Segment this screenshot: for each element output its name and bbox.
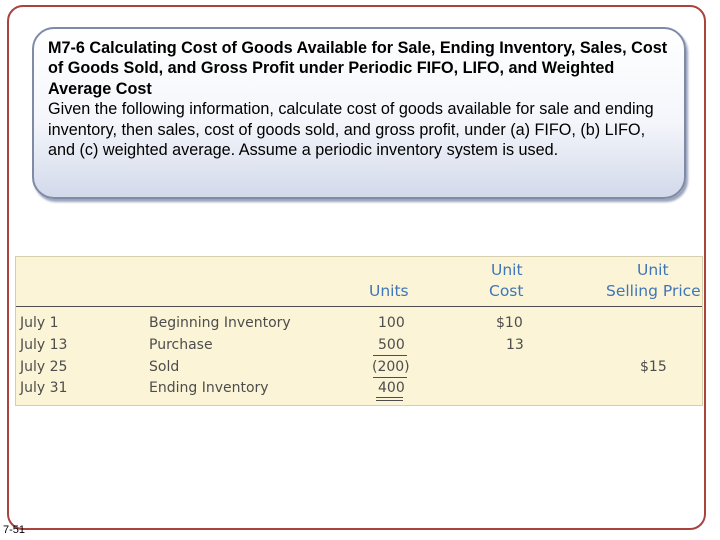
row-2-description: Purchase [149, 337, 213, 353]
row-3-description: Sold [149, 359, 180, 375]
row-4-units: 400 [378, 380, 405, 396]
header-selling-price-line2: Selling Price [606, 282, 701, 300]
row-1-date: July 1 [20, 315, 59, 331]
inventory-table: Units Unit Cost Unit Selling Price July … [15, 256, 703, 406]
units-total-rule [373, 377, 407, 378]
double-underline-top [376, 397, 403, 398]
units-subtotal-rule [373, 355, 407, 356]
row-2-date: July 13 [20, 337, 68, 353]
header-divider [16, 306, 702, 307]
header-units: Units [369, 282, 409, 300]
row-4-date: July 31 [20, 380, 68, 396]
page-number: 7-51 [3, 524, 26, 536]
header-unit-cost-line2: Cost [489, 282, 524, 300]
row-1-units: 100 [378, 315, 405, 331]
row-3-units: (200) [372, 359, 410, 375]
double-underline-bottom [376, 400, 403, 401]
header-selling-price-line1: Unit [637, 261, 669, 279]
row-2-unit-cost: 13 [506, 337, 524, 353]
row-3-date: July 25 [20, 359, 68, 375]
row-2-units: 500 [378, 337, 405, 353]
row-3-selling-price: $15 [640, 359, 667, 375]
problem-title: M7-6 Calculating Cost of Goods Available… [48, 39, 668, 98]
row-1-description: Beginning Inventory [149, 315, 291, 331]
row-4-description: Ending Inventory [149, 380, 269, 396]
row-1-unit-cost: $10 [496, 315, 523, 331]
header-unit-cost-line1: Unit [491, 261, 523, 279]
problem-box: M7-6 Calculating Cost of Goods Available… [32, 27, 686, 199]
problem-text: Given the following information, calcula… [48, 100, 654, 160]
